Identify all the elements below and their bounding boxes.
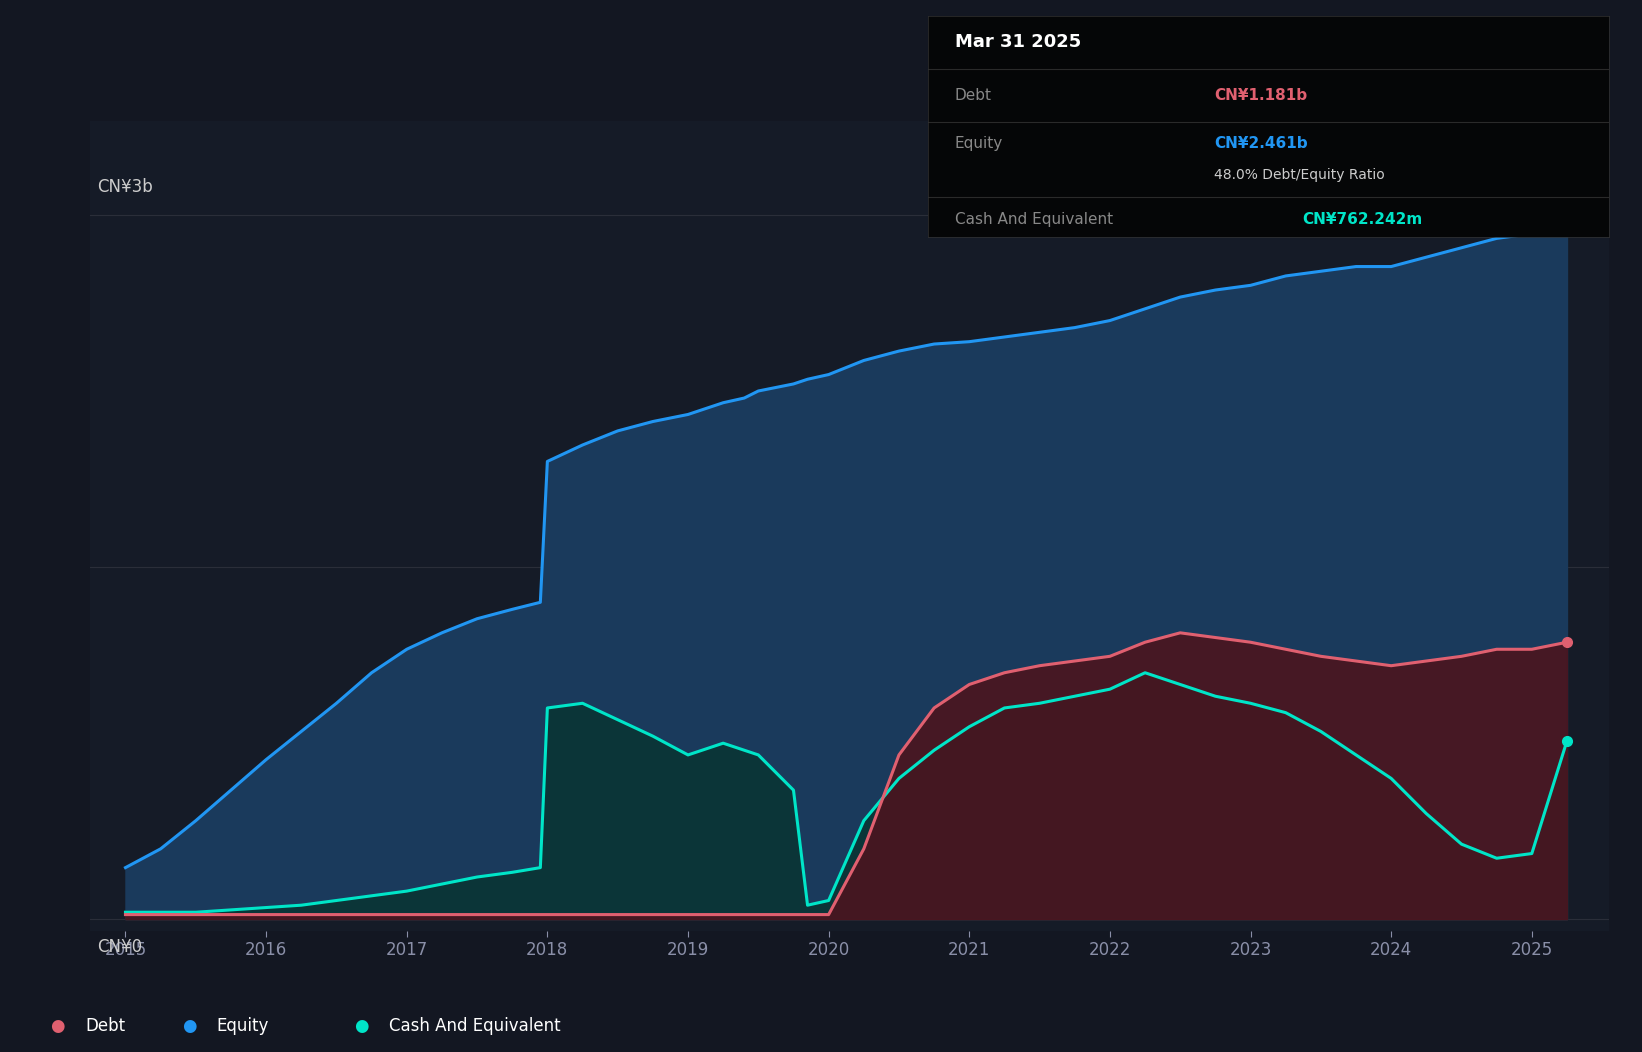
Text: ●: ●	[182, 1016, 195, 1035]
Text: Debt: Debt	[956, 87, 992, 103]
Text: CN¥2.461b: CN¥2.461b	[1213, 137, 1307, 151]
Text: ●: ●	[355, 1016, 368, 1035]
Text: Mar 31 2025: Mar 31 2025	[956, 34, 1080, 52]
Text: Equity: Equity	[217, 1016, 269, 1035]
Text: Cash And Equivalent: Cash And Equivalent	[956, 211, 1113, 226]
Text: Cash And Equivalent: Cash And Equivalent	[389, 1016, 562, 1035]
Text: 48.0% Debt/Equity Ratio: 48.0% Debt/Equity Ratio	[1213, 168, 1384, 182]
Text: CN¥0: CN¥0	[97, 938, 143, 956]
Text: ●: ●	[51, 1016, 64, 1035]
Text: CN¥1.181b: CN¥1.181b	[1213, 87, 1307, 103]
Text: Equity: Equity	[956, 137, 1003, 151]
Text: Debt: Debt	[85, 1016, 125, 1035]
Text: CN¥762.242m: CN¥762.242m	[1302, 211, 1422, 226]
Text: CN¥3b: CN¥3b	[97, 178, 153, 196]
